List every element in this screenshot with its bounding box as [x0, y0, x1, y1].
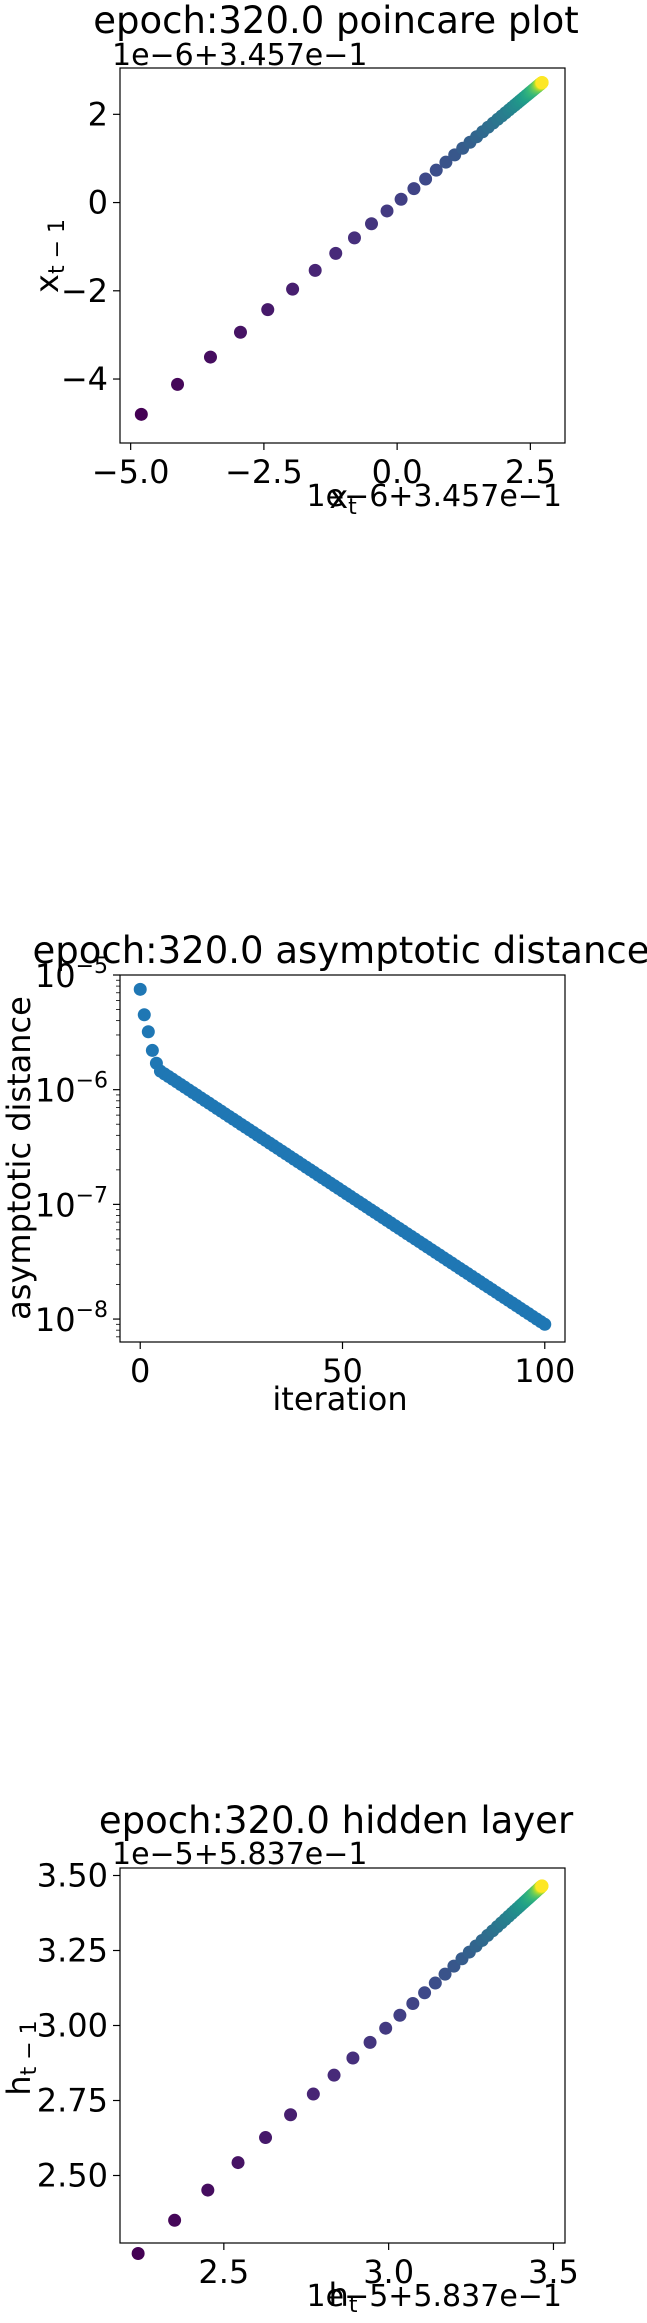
poincare-x-tick-label: −2.5 [225, 453, 303, 491]
hidden-point [168, 2213, 182, 2227]
poincare-point [364, 217, 378, 231]
poincare-x-tick-label: 2.5 [505, 453, 556, 491]
hidden-y-offset: 1e−5+5.837e−1 [112, 1837, 367, 1872]
hidden-point [259, 2131, 273, 2145]
hidden-point [393, 2008, 407, 2022]
asymptotic-y-tick-label: 10−8 [35, 1298, 108, 1339]
hidden-x-tick-label: 2.5 [198, 2253, 249, 2291]
hidden-x-tick-label: 3.0 [363, 2253, 414, 2291]
hidden-x-ticks: 2.5 3.0 3.5 [198, 2243, 579, 2291]
asymptotic-point [145, 1043, 159, 1057]
poincare-point [134, 407, 148, 421]
hidden-title: epoch:320.0 hidden layer [99, 1799, 574, 1842]
hidden-y-tick-label: 3.25 [37, 1932, 108, 1970]
hidden-point [306, 2087, 320, 2101]
poincare-chart: epoch:320.0 poincare plot 1e−6+3.457e−1 … [28, 0, 579, 520]
asymptotic-point [141, 1025, 155, 1039]
asymptotic-x-label: iteration [272, 1380, 407, 1418]
poincare-axes-frame [119, 67, 566, 444]
hidden-point [231, 2156, 245, 2170]
hidden-y-ticks: 2.50 2.75 3.00 3.25 3.50 [37, 1857, 120, 2195]
poincare-x-tick-label: −5.0 [92, 453, 170, 491]
hidden-point [131, 2247, 145, 2260]
asymptotic-y-label: asymptotic distance [0, 996, 38, 1320]
hidden-point [284, 2108, 298, 2122]
asymptotic-points [133, 982, 552, 1331]
hidden-y-tick-label: 3.50 [37, 1857, 108, 1895]
hidden-x-offset: 1e−5+5.837e−1 [307, 2279, 562, 2314]
poincare-point [203, 350, 217, 364]
hidden-point [363, 2035, 377, 2049]
hidden-point [327, 2068, 341, 2082]
hidden-point [428, 1976, 442, 1990]
poincare-y-ticks: −4 −2 0 2 [61, 95, 120, 398]
asymptotic-x-tick-label: 50 [322, 1352, 363, 1390]
poincare-point [535, 76, 549, 90]
poincare-y-tick-label: 0 [88, 184, 108, 222]
poincare-point [394, 192, 408, 206]
hidden-point [418, 1986, 432, 2000]
poincare-x-offset: 1e−6+3.457e−1 [307, 479, 562, 514]
asymptotic-x-ticks: 0 50 100 [130, 1342, 575, 1390]
poincare-point [308, 263, 322, 277]
poincare-point [439, 155, 453, 169]
hidden-y-tick-label: 2.75 [37, 2082, 108, 2120]
asymptotic-point [137, 1008, 151, 1022]
poincare-point [347, 231, 361, 245]
asymptotic-y-tick-label: 10−5 [35, 954, 108, 995]
poincare-point [380, 204, 394, 218]
hidden-point [535, 1879, 549, 1893]
hidden-point [438, 1967, 452, 1981]
poincare-points [134, 76, 549, 421]
asymptotic-y-ticks: 10−8 10−7 10−6 10−5 [35, 954, 120, 1339]
poincare-point [233, 325, 247, 339]
hidden-y-label: ht − 1 [0, 2020, 42, 2095]
hidden-y-tick-label: 3.00 [37, 2007, 108, 2045]
poincare-x-tick-label: 0.0 [372, 453, 423, 491]
poincare-y-tick-label: −2 [61, 272, 108, 310]
poincare-point [286, 282, 300, 296]
hidden-points [131, 1879, 549, 2260]
poincare-y-label: xt − 1 [28, 219, 70, 293]
asymptotic-point [538, 1317, 552, 1331]
poincare-y-tick-label: 2 [88, 95, 108, 133]
poincare-title: epoch:320.0 poincare plot [93, 0, 579, 42]
asymptotic-x-tick-label: 100 [514, 1352, 575, 1390]
poincare-y-offset: 1e−6+3.457e−1 [112, 38, 367, 73]
hidden-chart: epoch:320.0 hidden layer 1e−5+5.837e−1 2… [0, 1799, 579, 2318]
hidden-y-tick-label: 2.50 [37, 2157, 108, 2195]
hidden-point [201, 2183, 215, 2197]
hidden-point [346, 2051, 360, 2065]
hidden-x-tick-label: 3.5 [528, 2253, 579, 2291]
poincare-x-ticks: −5.0 −2.5 0.0 2.5 [92, 443, 556, 491]
hidden-point [406, 1996, 420, 2010]
hidden-point [379, 2021, 393, 2035]
asymptotic-title: epoch:320.0 asymptotic distance [32, 929, 647, 972]
poincare-point [261, 303, 275, 317]
asymptotic-point [133, 982, 147, 996]
hidden-axes-frame [119, 1867, 566, 2244]
asymptotic-x-tick-label: 0 [130, 1352, 150, 1390]
asymptotic-chart: epoch:320.0 asymptotic distance 0 50 100 1… [0, 929, 647, 1418]
asymptotic-y-tick-label: 10−7 [35, 1183, 108, 1224]
poincare-point [329, 246, 343, 260]
poincare-point [171, 377, 185, 391]
asymptotic-y-tick-label: 10−6 [35, 1069, 108, 1110]
poincare-point [419, 172, 433, 186]
poincare-y-tick-label: −4 [61, 360, 108, 398]
poincare-point [429, 163, 443, 177]
poincare-point [407, 182, 421, 196]
